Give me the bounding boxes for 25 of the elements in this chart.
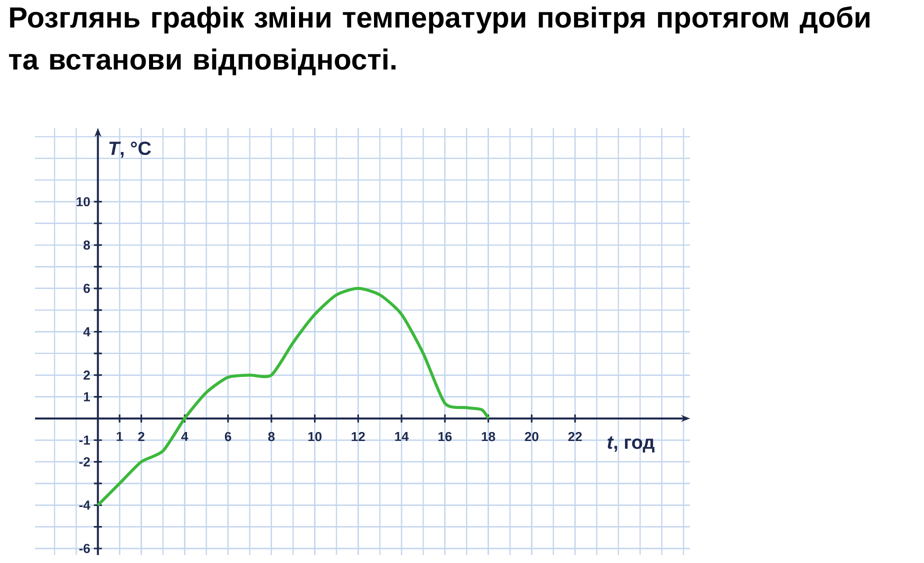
y-tick-label: 8 (84, 240, 90, 250)
x-tick-label: 22 (568, 432, 582, 442)
x-tick-label: 2 (138, 432, 144, 442)
chart-title: Розглянь графік зміни температури повітря протягом доби та встанови відповідності. (9, 6, 870, 76)
y-axis-title: T, °C (109, 142, 151, 158)
x-tick-label: 8 (268, 432, 275, 442)
y-tick-label: 6 (84, 284, 90, 293)
y-tick-label: -2 (79, 457, 90, 466)
y-tick-label: -4 (79, 500, 90, 510)
y-tick-label: 10 (76, 197, 90, 206)
x-tick-label: 14 (395, 432, 409, 441)
x-tick-label: 6 (224, 432, 232, 442)
x-tick-label: 12 (352, 432, 365, 442)
y-tick-label: 1 (84, 392, 90, 402)
x-tick-label: 10 (308, 432, 322, 442)
y-tick-label: -1 (79, 436, 90, 445)
x-tick-label: 1 (116, 432, 123, 441)
x-axis-title: t, год (608, 436, 654, 453)
x-tick-label: 18 (482, 432, 496, 442)
y-tick-label: 2 (84, 370, 90, 380)
y-tick-label: -6 (79, 544, 90, 554)
x-tick-label: 16 (438, 432, 452, 442)
x-tick-label: 20 (524, 432, 538, 442)
y-tick-label: 4 (83, 327, 90, 336)
x-tick-label: 4 (181, 432, 188, 441)
